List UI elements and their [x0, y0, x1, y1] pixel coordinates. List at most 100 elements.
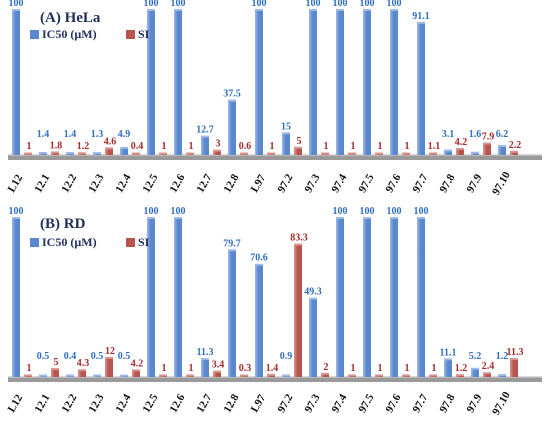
ic50-bar [390, 218, 398, 377]
ic50-bar-cap [174, 9, 182, 11]
ic50-bar [201, 136, 209, 155]
ic50-value-label: 100 [144, 0, 159, 9]
si-bar [267, 374, 275, 377]
ic50-bar-cap [390, 9, 398, 11]
si-bar [456, 148, 464, 155]
panel-label: (B) RD [40, 216, 86, 232]
ic50-bar [147, 10, 155, 155]
ic50-value-label: 1.4 [37, 129, 50, 140]
si-bar-cap [51, 368, 59, 371]
ic50-bar [336, 218, 344, 377]
ic50-bar [255, 10, 263, 155]
si-value-label: 1 [27, 363, 32, 374]
ic50-bar-cap [147, 217, 155, 219]
ic50-bar-cap [93, 152, 101, 155]
si-bar-cap [429, 374, 437, 377]
si-bar-cap [186, 374, 194, 377]
ic50-bar-cap [228, 249, 236, 252]
x-tick-label: 12.2 [59, 392, 79, 415]
ic50-value-label: 100 [360, 206, 375, 217]
si-value-label: 0.3 [239, 363, 252, 374]
x-tick-label: 12.4 [113, 392, 133, 415]
ic50-bar-cap [444, 358, 452, 361]
si-bar-cap [510, 150, 518, 153]
si-bar [105, 357, 113, 377]
si-bar [213, 371, 221, 377]
x-tick-label: 97.3 [302, 392, 322, 415]
si-bar-cap [402, 152, 410, 155]
x-tick-label: 12.7 [194, 172, 214, 195]
ic50-value-label: 100 [333, 206, 348, 217]
x-tick-label: 12.3 [86, 392, 106, 415]
ic50-bar-cap [498, 145, 506, 148]
ic50-value-label: 0.5 [118, 351, 131, 362]
si-value-label: 1 [189, 141, 194, 152]
ic50-bar-cap [444, 149, 452, 152]
si-bar-cap [132, 152, 140, 155]
si-bar-cap [105, 356, 113, 359]
x-tick-label: 97.3 [302, 172, 322, 195]
si-bar-cap [321, 152, 329, 155]
x-tick-label: 97.8 [437, 172, 457, 195]
ic50-bar-cap [66, 151, 74, 154]
ic50-bar [444, 150, 452, 155]
ic50-value-label: 70.6 [250, 253, 268, 264]
ic50-bar-cap [417, 217, 425, 219]
legend-swatch-si [126, 238, 135, 247]
chart-floor [8, 155, 542, 160]
ic50-bar-cap [120, 374, 128, 377]
x-tick-label: 12.5 [140, 172, 160, 195]
ic50-value-label: 100 [387, 206, 402, 217]
legend-swatch-si [126, 30, 135, 39]
si-value-label: 0.6 [239, 141, 252, 152]
ic50-bar [282, 133, 290, 155]
ic50-value-label: 49.3 [304, 287, 322, 298]
si-bar [294, 147, 302, 155]
ic50-bar-cap [255, 263, 263, 266]
x-tick-label: 97.6 [383, 392, 403, 415]
si-bar-cap [105, 147, 113, 150]
ic50-value-label: 0.5 [91, 351, 104, 362]
si-value-label: 5 [54, 357, 59, 368]
si-bar-cap [456, 147, 464, 150]
legend-label-si: SI [138, 27, 150, 41]
ic50-bar-cap [363, 9, 371, 11]
ic50-bar-cap [66, 374, 74, 377]
si-bar-cap [294, 243, 302, 246]
si-value-label: 7.9 [482, 132, 495, 143]
si-value-label: 0.4 [131, 141, 144, 152]
ic50-value-label: 37.5 [223, 89, 241, 100]
ic50-value-label: 15 [281, 121, 291, 132]
si-bar-cap [375, 152, 383, 155]
ic50-bar [471, 368, 479, 377]
si-value-label: 4.2 [455, 137, 468, 148]
ic50-value-label: 100 [9, 0, 24, 9]
si-bar-cap [456, 374, 464, 377]
si-bar [213, 150, 221, 155]
ic50-bar [444, 359, 452, 377]
chart-panel-a: 1001L121.41.812.11.41.212.21.34.612.34.9… [6, 0, 542, 197]
si-value-label: 4.2 [131, 358, 144, 369]
x-tick-label: 97.7 [410, 172, 430, 195]
x-tick-label: 97.2 [275, 172, 295, 195]
si-bar [132, 370, 140, 377]
x-tick-label: 97.9 [464, 172, 484, 195]
x-tick-label: L12 [6, 172, 26, 194]
ic50-bar-cap [12, 9, 20, 11]
x-tick-label: 12.8 [221, 392, 241, 415]
ic50-value-label: 1.6 [469, 129, 482, 140]
si-value-label: 1.2 [455, 363, 468, 374]
ic50-value-label: 100 [252, 0, 267, 9]
ic50-value-label: 3.1 [442, 129, 455, 140]
si-value-label: 3.4 [212, 360, 225, 371]
ic50-value-label: 0.4 [64, 351, 77, 362]
si-bar-cap [321, 372, 329, 375]
ic50-bar-cap [174, 217, 182, 219]
ic50-bar-cap [336, 9, 344, 11]
x-tick-label: 12.6 [167, 392, 187, 415]
si-bar-cap [24, 374, 32, 377]
si-value-label: 11.3 [507, 347, 524, 358]
ic50-bar [390, 10, 398, 155]
si-bar-cap [51, 151, 59, 154]
